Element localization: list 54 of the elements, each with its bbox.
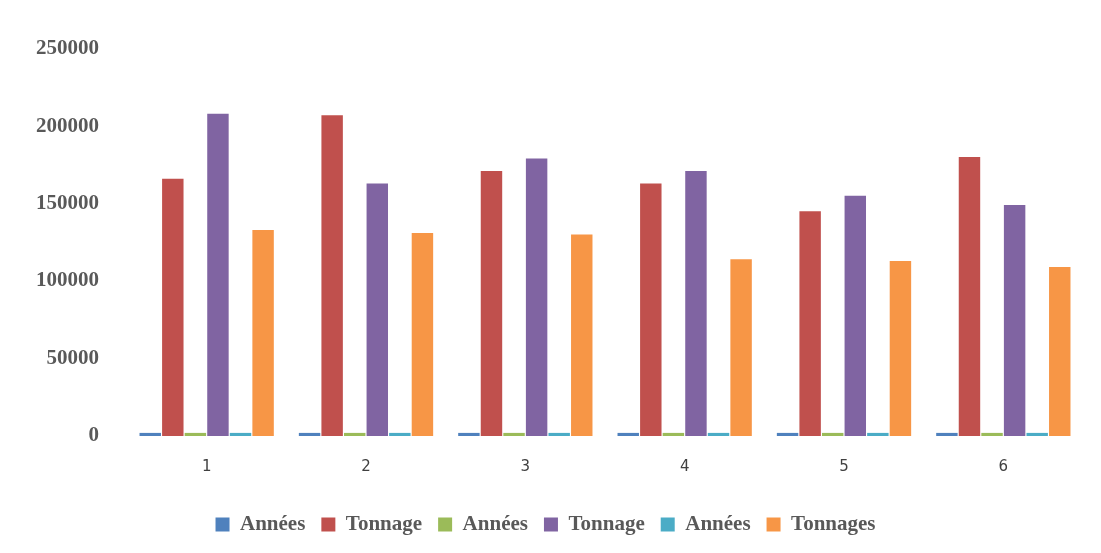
- bar: [936, 432, 958, 436]
- bar: [889, 260, 912, 436]
- y-tick-label: 200000: [36, 112, 99, 137]
- bar: [571, 234, 593, 436]
- bar: [821, 432, 844, 436]
- bar: [662, 432, 685, 436]
- bar: [139, 432, 161, 436]
- bar: [411, 233, 434, 436]
- x-tick-label: 3: [520, 456, 531, 475]
- bar: [685, 171, 707, 436]
- bar: [1026, 432, 1048, 436]
- bar: [321, 115, 343, 436]
- bar: [640, 183, 662, 436]
- bar: [958, 157, 981, 436]
- bar: [252, 229, 274, 436]
- bar: [1003, 205, 1026, 436]
- y-tick-label: 150000: [36, 189, 99, 214]
- y-tick-label: 250000: [36, 35, 99, 60]
- bar: [730, 259, 752, 436]
- x-tick-label: 4: [679, 456, 690, 475]
- legend-label: Tonnage: [345, 510, 423, 535]
- y-tick-label: 100000: [36, 267, 99, 292]
- bar: [776, 432, 799, 436]
- bar: [207, 113, 229, 436]
- x-tick-label: 1: [201, 456, 212, 475]
- legend-label: Années: [462, 510, 528, 535]
- x-tick-label: 6: [998, 456, 1009, 475]
- y-tick-label: 50000: [46, 344, 99, 369]
- legend-label: Tonnage: [568, 510, 645, 535]
- x-tick-label: 5: [839, 456, 849, 475]
- bar: [229, 432, 252, 436]
- bar: [458, 432, 480, 436]
- y-tick-label: 0: [88, 422, 99, 447]
- legend-label: Années: [240, 510, 306, 535]
- bar: [162, 178, 184, 436]
- bar: [981, 432, 1003, 436]
- bar: [480, 171, 503, 436]
- bar: [298, 432, 321, 436]
- bar: [503, 432, 525, 436]
- bar: [844, 195, 867, 436]
- legend-label: Années: [685, 510, 751, 535]
- bar: [707, 432, 730, 436]
- x-tick-label: 2: [361, 456, 371, 475]
- bar: [525, 158, 548, 436]
- bar: [184, 432, 207, 436]
- bar: [867, 432, 889, 436]
- legend-label: Tonnages: [791, 510, 876, 535]
- bar: [366, 183, 389, 436]
- bar: [389, 432, 411, 436]
- bar: [548, 432, 570, 436]
- bar: [617, 432, 639, 436]
- bar: [799, 211, 821, 436]
- bar: [1049, 267, 1071, 436]
- bar: [343, 432, 366, 436]
